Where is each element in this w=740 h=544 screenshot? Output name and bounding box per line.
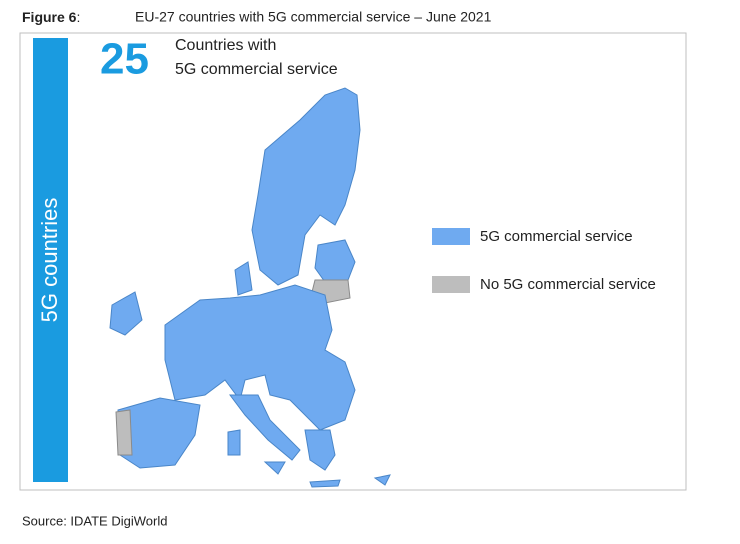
headline-number: 25 (100, 35, 149, 84)
portugal (115, 409, 133, 456)
map (109, 87, 391, 488)
denmark (234, 261, 253, 296)
legend-label: No 5G commercial service (480, 276, 656, 293)
caption: EU-27 countries with 5G commercial servi… (135, 9, 492, 25)
crete (309, 479, 341, 488)
ireland (109, 291, 143, 336)
legend-swatch (432, 228, 470, 245)
figure-label: Figure 6: (22, 9, 80, 25)
nordics (251, 87, 361, 286)
sardinia (227, 429, 241, 456)
headline-line1: Countries with (175, 37, 276, 54)
legend-swatch (432, 276, 470, 293)
greece (304, 429, 336, 471)
side-bar (33, 38, 68, 482)
cyprus (373, 474, 391, 486)
legend: 5G commercial service No 5G commercial se… (432, 228, 656, 293)
legend-label: 5G commercial service (480, 228, 633, 245)
sicily (263, 461, 286, 475)
source: Source: IDATE DigiWorld (22, 513, 167, 528)
side-label: 5G countries (37, 198, 62, 323)
iberia (117, 397, 201, 469)
italy (229, 394, 301, 461)
headline-line2: 5G commercial service (175, 61, 338, 78)
